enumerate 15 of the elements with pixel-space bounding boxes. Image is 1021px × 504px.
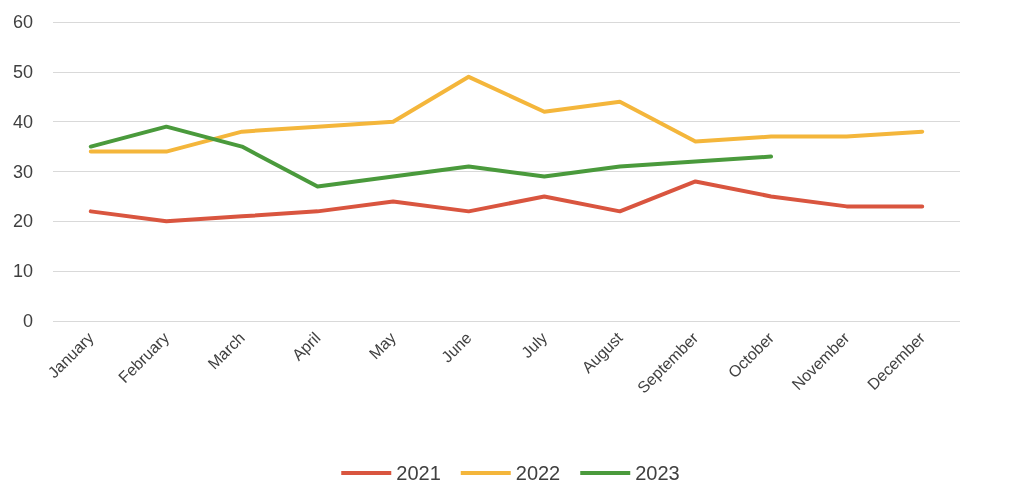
line-series [88,179,925,224]
line-series [88,74,925,154]
legend-label: 2021 [396,462,441,484]
legend-label: 2023 [635,462,680,484]
x-tick-label: May [365,328,400,363]
y-tick-label: 30 [12,161,33,182]
y-tick-label: 0 [22,311,33,331]
x-tick-label: July [518,328,551,362]
legend-label: 2022 [515,462,561,484]
y-tick-label: 60 [12,12,33,32]
line-series [88,124,774,189]
y-tick-label: 50 [12,61,33,82]
y-tick-label: 20 [12,211,33,232]
y-tick-label: 10 [12,261,33,282]
y-tick-label: 40 [12,111,33,132]
